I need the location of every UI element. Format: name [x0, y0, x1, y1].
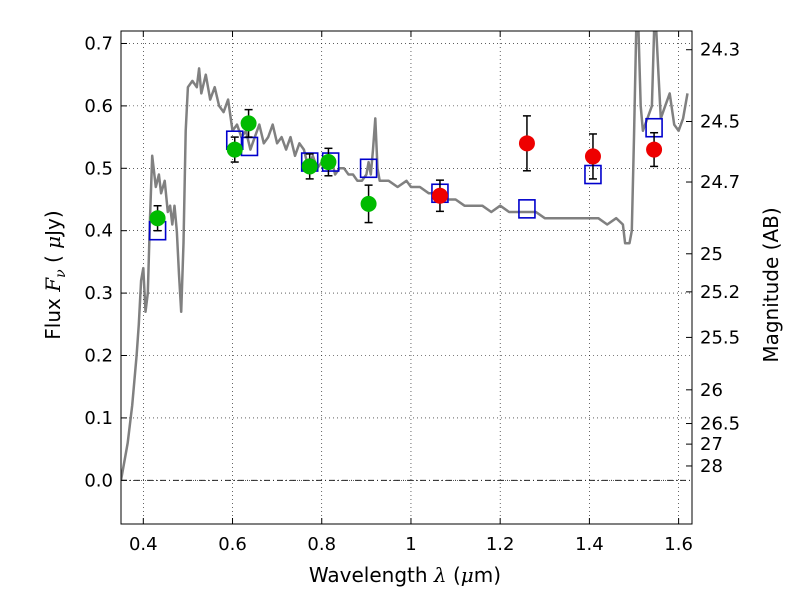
y2-tick-label: 25.5: [700, 327, 740, 348]
y-axis-ticks: 0.0 0.1 0.2 0.3 0.4 0.5 0.6 0.7: [84, 33, 127, 491]
y-tick-label: 0.3: [84, 283, 113, 304]
model-spectrum-line: [121, 31, 689, 481]
x-tick-label: 1.2: [486, 534, 515, 555]
y-tick-label: 0.7: [84, 33, 113, 54]
plot-frame: [120, 30, 693, 525]
observed-flux-point: [646, 141, 663, 158]
observed-flux-point: [431, 187, 448, 204]
observed-flux-point: [226, 141, 243, 158]
x-tick-label: 0.8: [307, 534, 336, 555]
model-flux-square: [359, 158, 378, 179]
y-tick-label: 0.4: [84, 221, 113, 242]
y-tick-label: 0.1: [84, 408, 113, 429]
x-tick-label: 0.6: [218, 534, 247, 555]
observed-flux-point: [320, 154, 337, 171]
y-tick-label: 0.6: [84, 96, 113, 117]
observed-flux-point: [518, 135, 535, 152]
y2-tick-label: 25: [700, 244, 723, 265]
model-flux-square: [518, 199, 536, 219]
y2-axis-label: Magnitude (AB): [759, 207, 783, 362]
y-tick-label: 0.0: [84, 470, 113, 491]
x-axis-ticks: 0.4 0.6 0.8 1 1.2 1.4 1.6: [129, 31, 693, 555]
x-tick-label: 1: [405, 534, 416, 555]
y2-tick-label: 24.5: [700, 111, 740, 132]
y2-tick-label: 24.3: [700, 40, 740, 61]
y-tick-label: 0.5: [84, 158, 113, 179]
observed-flux-point: [360, 195, 377, 212]
plot-series: [121, 31, 689, 481]
y2-tick-label: 24.7: [700, 172, 740, 193]
y-tick-label: 0.2: [84, 346, 113, 367]
x-tick-label: 1.4: [575, 534, 604, 555]
x-tick-label: 0.4: [129, 534, 158, 555]
observed-flux-point: [149, 210, 166, 227]
observed-flux-point: [240, 115, 257, 132]
y-axis-label: Flux Fν ( μJy): [41, 210, 69, 339]
y2-tick-label: 27: [700, 434, 723, 455]
y2-tick-label: 26: [700, 380, 723, 401]
x-axis-label: Wavelength λ (μm): [309, 563, 501, 587]
observed-flux-point: [301, 158, 318, 175]
grid-lines: [121, 31, 692, 524]
observed-flux-point: [584, 148, 601, 165]
y2-tick-label: 26.5: [700, 414, 740, 435]
y2-tick-label: 25.2: [700, 282, 740, 303]
x-tick-label: 1.6: [664, 534, 693, 555]
y2-tick-label: 28: [700, 456, 723, 477]
